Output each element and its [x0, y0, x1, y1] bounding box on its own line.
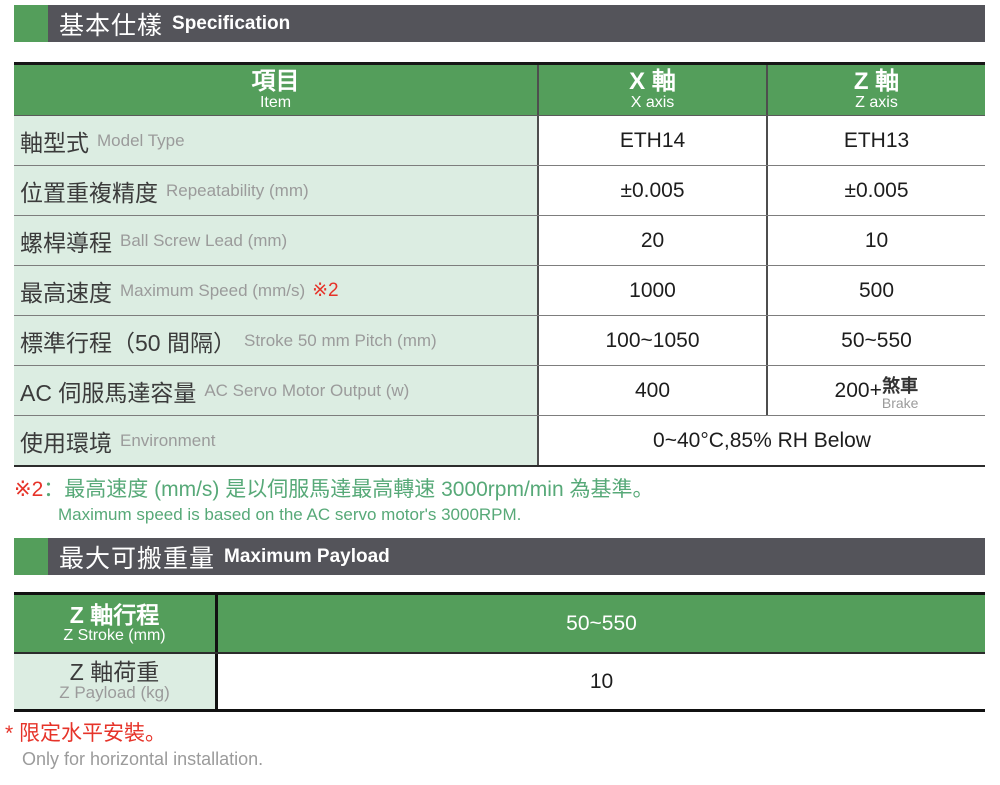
row-label-zh: 螺桿導程 — [20, 229, 112, 256]
header-cell-z-axis: Z 軸 Z axis — [766, 65, 985, 115]
x-axis-value: 400 — [537, 366, 766, 415]
row-label-en: Repeatability (mm) — [166, 180, 309, 200]
row-label-zh: 軸型式 — [20, 129, 89, 156]
z-axis-value: 50~550 — [766, 316, 985, 365]
installation-note-en: Only for horizontal installation. — [22, 749, 264, 770]
payload-table: Z 軸行程 Z Stroke (mm) 50~550 Z 軸荷重 Z Paylo… — [14, 592, 985, 713]
row-label-en: Ball Screw Lead (mm) — [120, 230, 288, 250]
header-item-zh: 項目 — [251, 67, 300, 95]
section-title-bar: 基本仕樣 Specification — [48, 5, 985, 42]
footnote-2-text-zh: ：最高速度 (mm/s) 是以伺服馬達最高轉速 3000rpm/min 為基準。 — [43, 478, 654, 501]
payload-title-zh: 最大可搬重量 — [59, 544, 216, 573]
z-axis-value: ±0.005 — [766, 166, 985, 215]
z-output-value: 200+ — [834, 378, 882, 402]
payload-label-zh: Z 軸荷重 — [69, 659, 160, 686]
header-x-zh: X 軸 — [629, 67, 676, 95]
installation-note-zh: * 限定水平安裝。 — [5, 722, 167, 746]
spec-sheet-page: 基本仕樣 Specification 項目 Item X 軸 X axis Z … — [0, 5, 1000, 785]
environment-merged-value: 0~40°C,85% RH Below — [537, 416, 985, 465]
footnote-2: ※2：最高速度 (mm/s) 是以伺服馬達最高轉速 3000rpm/min 為基… — [14, 477, 985, 525]
payload-row-z-stroke: Z 軸行程 Z Stroke (mm) 50~550 — [14, 595, 985, 655]
brake-value-group: 200+ 煞車 Brake — [834, 373, 919, 411]
footnote-2-marker: ※2 — [14, 478, 44, 501]
payload-label-cell: Z 軸行程 Z Stroke (mm) — [14, 595, 215, 653]
payload-value-z-payload: 10 — [215, 654, 985, 710]
section-title-zh: 基本仕樣 — [59, 11, 164, 40]
footnote-2-text-en: Maximum speed is based on the AC servo m… — [58, 505, 522, 525]
row-label-cell: 位置重複精度 Repeatability (mm) — [14, 166, 537, 215]
payload-title-en: Maximum Payload — [224, 545, 390, 567]
payload-value-z-stroke: 50~550 — [215, 595, 985, 653]
header-z-en: Z axis — [855, 93, 898, 111]
x-axis-value: 20 — [537, 216, 766, 265]
x-axis-value: ETH14 — [537, 116, 766, 165]
spec-row-model-type: 軸型式 Model Type ETH14 ETH13 — [14, 116, 985, 166]
x-axis-value: 1000 — [537, 266, 766, 315]
z-axis-value: 10 — [766, 216, 985, 265]
footnote-2-line-zh: ※2：最高速度 (mm/s) 是以伺服馬達最高轉速 3000rpm/min 為基… — [14, 477, 985, 503]
row-label-en: Model Type — [97, 130, 185, 150]
x-axis-value: 100~1050 — [537, 316, 766, 365]
row-label-cell: 使用環境 Environment — [14, 416, 537, 465]
spec-row-repeatability: 位置重複精度 Repeatability (mm) ±0.005 ±0.005 — [14, 166, 985, 216]
x-axis-value: ±0.005 — [537, 166, 766, 215]
spec-row-ball-screw-lead: 螺桿導程 Ball Screw Lead (mm) 20 10 — [14, 216, 985, 266]
row-label-en: Maximum Speed (mm/s) — [120, 280, 306, 300]
green-accent-square — [14, 5, 48, 42]
spec-row-environment: 使用環境 Environment 0~40°C,85% RH Below — [14, 416, 985, 467]
row-label-zh: 位置重複精度 — [20, 179, 158, 206]
row-label-cell: 螺桿導程 Ball Screw Lead (mm) — [14, 216, 537, 265]
specification-table: 項目 Item X 軸 X axis Z 軸 Z axis 軸型式 Model … — [14, 62, 985, 467]
spec-row-servo-motor-output: AC 伺服馬達容量 AC Servo Motor Output (w) 400 … — [14, 366, 985, 416]
row-label-cell: 軸型式 Model Type — [14, 116, 537, 165]
header-item-en: Item — [259, 93, 292, 111]
row-label-zh: 標準行程（50 間隔） — [20, 329, 236, 356]
header-z-zh: Z 軸 — [853, 67, 900, 95]
payload-label-en: Z Payload (kg) — [59, 683, 170, 703]
row-label-en: AC Servo Motor Output (w) — [204, 380, 410, 400]
footnote-2-reference: ※2 — [312, 280, 339, 301]
installation-note: * 限定水平安裝。 Only for horizontal installati… — [5, 721, 985, 770]
row-label-zh: 最高速度 — [20, 279, 112, 306]
brake-label-zh: 煞車 — [882, 376, 919, 397]
section-header-payload: 最大可搬重量 Maximum Payload — [14, 538, 985, 576]
z-axis-value: 500 — [766, 266, 985, 315]
row-label-en: Stroke 50 mm Pitch (mm) — [243, 330, 437, 350]
section-title-en: Specification — [172, 12, 291, 34]
z-axis-value-with-brake: 200+ 煞車 Brake — [766, 366, 985, 415]
row-label-en: Environment — [120, 430, 216, 450]
header-cell-item: 項目 Item — [14, 65, 537, 115]
payload-row-z-payload: Z 軸荷重 Z Payload (kg) 10 — [14, 654, 985, 710]
brake-label-stack: 煞車 Brake — [882, 377, 919, 411]
spec-row-stroke: 標準行程（50 間隔） Stroke 50 mm Pitch (mm) 100~… — [14, 316, 985, 366]
brake-label-en: Brake — [881, 395, 919, 412]
section-title-bar: 最大可搬重量 Maximum Payload — [48, 538, 985, 576]
section-header-specification: 基本仕樣 Specification — [14, 5, 985, 42]
row-label-zh: 使用環境 — [20, 429, 112, 456]
header-cell-x-axis: X 軸 X axis — [537, 65, 766, 115]
payload-label-cell: Z 軸荷重 Z Payload (kg) — [14, 654, 215, 710]
payload-label-en: Z Stroke (mm) — [63, 627, 166, 645]
z-axis-value: ETH13 — [766, 116, 985, 165]
payload-label-zh: Z 軸行程 — [69, 601, 160, 628]
row-label-cell: AC 伺服馬達容量 AC Servo Motor Output (w) — [14, 366, 537, 415]
row-label-cell: 標準行程（50 間隔） Stroke 50 mm Pitch (mm) — [14, 316, 537, 365]
spec-row-maximum-speed: 最高速度 Maximum Speed (mm/s) ※2 1000 500 — [14, 266, 985, 316]
header-x-en: X axis — [630, 93, 675, 111]
spec-table-header-row: 項目 Item X 軸 X axis Z 軸 Z axis — [14, 65, 985, 116]
row-label-cell: 最高速度 Maximum Speed (mm/s) ※2 — [14, 266, 537, 315]
row-label-zh: AC 伺服馬達容量 — [20, 379, 197, 406]
green-accent-square — [14, 538, 48, 576]
